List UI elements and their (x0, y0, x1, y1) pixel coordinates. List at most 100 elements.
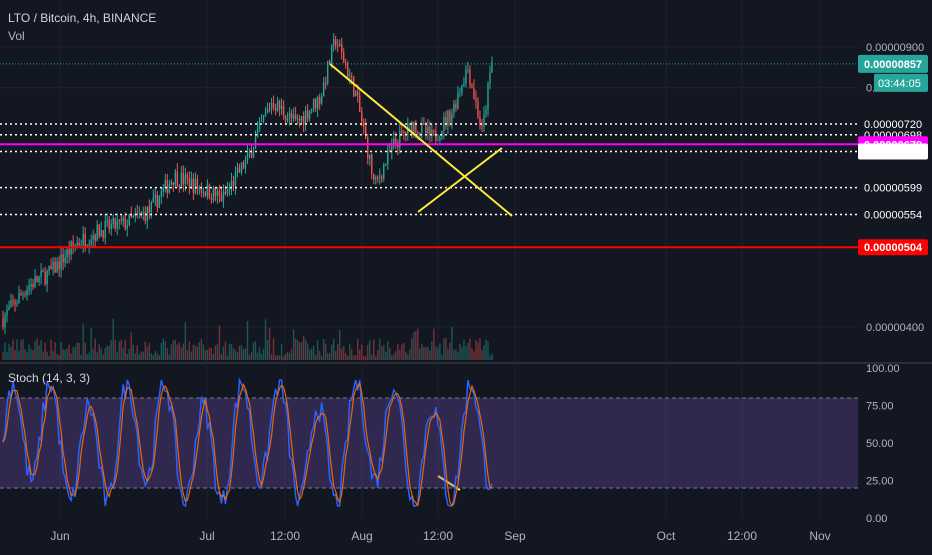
volume-bar (192, 344, 195, 360)
volume-bar (234, 350, 237, 360)
volume-bar (286, 351, 289, 360)
candle-body (373, 173, 375, 180)
volume-bar (359, 349, 361, 360)
volume-bar (342, 345, 345, 360)
volume-bar (463, 339, 465, 360)
volume-bar (40, 340, 42, 360)
volume-bar (487, 341, 489, 360)
y-tick-label: 0.00000400 (866, 322, 924, 334)
candle-body (216, 191, 219, 197)
candle-body (302, 116, 305, 124)
candle-body (30, 283, 32, 287)
candle-body (56, 261, 58, 273)
candle-body (244, 160, 247, 169)
axes: Jun Jul 12:00 Aug 12:00 Sep Oct 12:00 Nov 0.00000… (50, 42, 924, 543)
candle-body (222, 191, 225, 202)
volume-bar (389, 347, 391, 360)
candle-body (202, 192, 205, 194)
volume-bar (110, 340, 112, 360)
volume-bar (12, 339, 14, 360)
candle-body (88, 244, 90, 246)
stoch-indicator-label[interactable]: Stoch (14, 3, 3) (8, 371, 90, 385)
candle-body (332, 38, 335, 46)
candle-body (262, 115, 265, 122)
volume-bar (391, 355, 393, 360)
volume-bar (399, 350, 401, 360)
volume-bar (254, 341, 257, 360)
candle-body (451, 113, 453, 123)
volume-bar (310, 348, 313, 360)
candle-body (178, 185, 181, 187)
volume-bar (148, 342, 151, 360)
candle-body (50, 266, 52, 270)
symbol-title[interactable]: LTO / Bitcoin, 4h, BINANCE (8, 11, 156, 25)
volume-bar (208, 347, 211, 360)
volume-bar (409, 348, 411, 360)
volume-bar (373, 339, 375, 360)
candle-body (355, 91, 357, 97)
volume-bar (230, 343, 233, 360)
candle-body (379, 176, 381, 178)
candle-body (483, 114, 485, 127)
volume-bar (419, 348, 421, 360)
volume-bar (264, 319, 267, 360)
stoch-tick-label: 50.00 (866, 438, 894, 450)
volume-bar (417, 328, 419, 360)
volume-bar (351, 349, 353, 360)
volume-bar (4, 342, 6, 360)
volume-bar (236, 352, 239, 360)
stoch-tick-label: 25.00 (866, 476, 894, 488)
volume-bar (445, 338, 447, 360)
candle-body (112, 218, 114, 225)
volume-bar (78, 342, 80, 360)
candle-body (443, 117, 445, 131)
volume-bar (268, 327, 271, 360)
stoch-tick-label: 0.00 (866, 513, 887, 525)
candle-body (236, 167, 239, 172)
volume-bar (425, 347, 427, 360)
candle-body (42, 270, 44, 273)
volume-bar (8, 343, 10, 360)
volume-bar (481, 350, 483, 360)
volume-bar (475, 340, 477, 360)
stoch-d-line (2, 381, 493, 507)
volume-bar (184, 322, 187, 360)
volume-bar (10, 346, 12, 360)
volume-bar (226, 355, 229, 360)
volume-bar (32, 350, 34, 360)
volume-bar (328, 353, 331, 360)
candle-body (184, 174, 187, 185)
candle-body (144, 212, 146, 221)
volume-bar (176, 344, 179, 360)
level-label: 0.00000599 (864, 183, 922, 195)
candle-body (140, 212, 142, 214)
volume-indicator-label[interactable]: Vol (8, 29, 25, 43)
candle-body (16, 303, 18, 305)
candle-body (286, 117, 289, 121)
candle-body (94, 235, 96, 241)
candle-body (357, 91, 359, 96)
volume-bar (54, 342, 56, 360)
candle-body (489, 72, 491, 84)
volume-bar (365, 355, 367, 360)
volume-bar (216, 343, 219, 360)
candle-body (132, 215, 134, 217)
volume-bar (18, 351, 20, 360)
volume-bar (441, 354, 443, 360)
candle-body (240, 162, 243, 173)
volume-bar (106, 345, 108, 360)
volume-bar (457, 351, 459, 360)
volume-bar (86, 354, 88, 360)
candle-body (102, 230, 104, 238)
candle-body (435, 131, 437, 141)
candle-body (80, 245, 82, 247)
candle-body (24, 294, 26, 296)
candle-body (72, 241, 74, 246)
candle-body (272, 102, 275, 108)
volume-bar (431, 341, 433, 360)
x-tick-label: Jul (199, 529, 214, 543)
candle-body (324, 82, 327, 84)
candle-body (467, 69, 469, 71)
candle-body (471, 84, 473, 88)
volume-bar (98, 344, 100, 360)
